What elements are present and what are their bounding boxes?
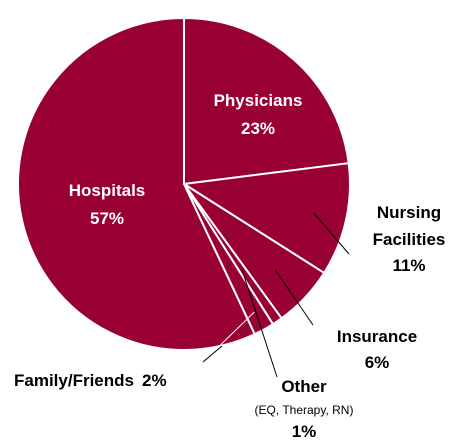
label-family-friends: Family/Friends 2%	[14, 371, 167, 390]
label-nursing-word2: Facilities	[373, 230, 446, 249]
pie-slices	[17, 17, 351, 351]
label-other-note: (EQ, Therapy, RN)	[255, 403, 354, 417]
label-insurance-name: Insurance	[337, 327, 417, 346]
label-insurance-value: 6%	[365, 353, 390, 372]
leader-insurance	[274, 268, 314, 326]
label-other-value: 1%	[292, 422, 317, 441]
slice-nursing-facilities	[183, 162, 351, 274]
label-hospitals-value: 57%	[90, 209, 124, 228]
leader-family-friends-inner	[202, 311, 255, 363]
leader-nursing-facilities	[313, 212, 350, 255]
leader-family-friends	[202, 345, 223, 363]
label-hospitals-name: Hospitals	[69, 181, 146, 200]
leader-lines	[202, 212, 350, 378]
label-nursing-value: 11%	[392, 256, 425, 275]
slice-hospitals	[17, 17, 256, 351]
label-physicians-value: 23%	[241, 119, 275, 138]
label-nursing-word1: Nursing	[377, 203, 441, 222]
slice-physicians	[183, 17, 350, 185]
label-other-name: Other	[281, 377, 327, 396]
leader-other	[241, 268, 278, 378]
label-family-friends-value: 2%	[142, 371, 167, 390]
label-physicians-name: Physicians	[214, 91, 303, 110]
slice-labels: Physicians 23% Hospitals 57% Nursing Fac…	[14, 91, 445, 441]
label-family-friends-name: Family/Friends	[14, 371, 134, 390]
